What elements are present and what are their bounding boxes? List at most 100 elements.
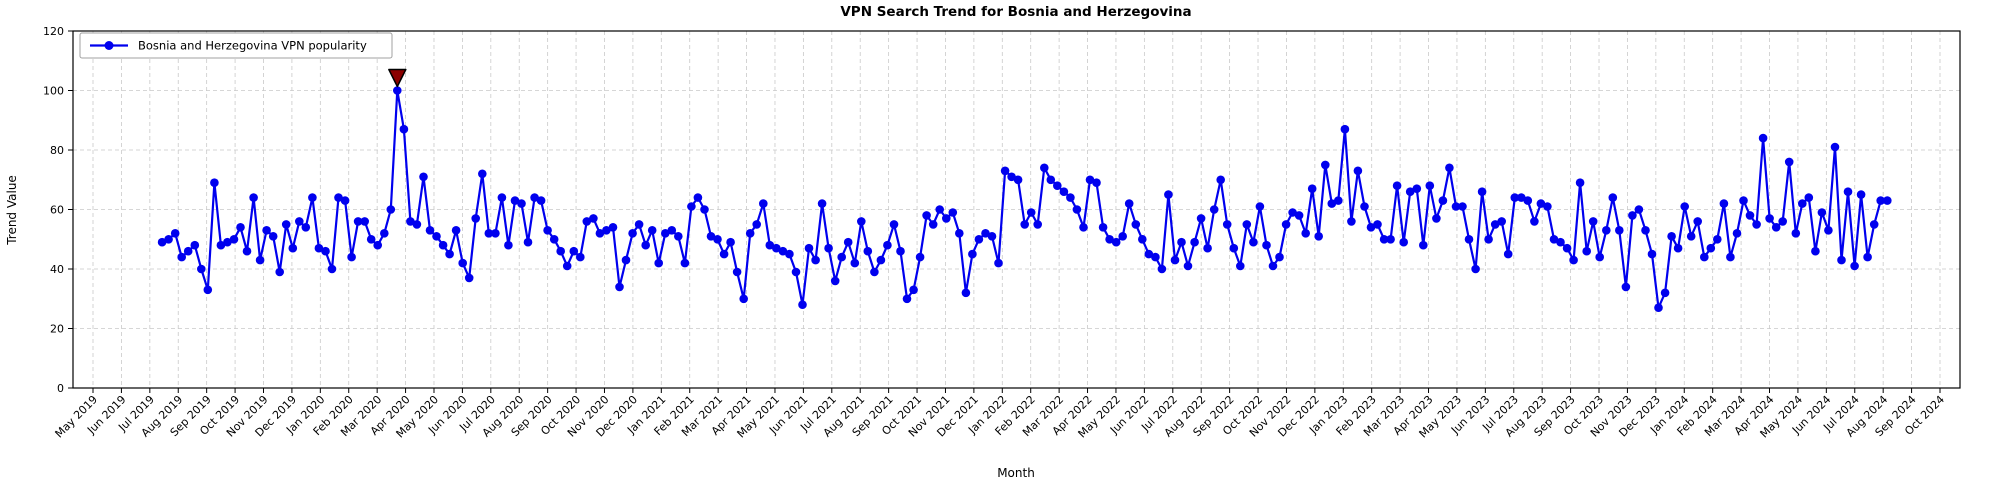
data-point: [1732, 229, 1742, 238]
data-point: [896, 246, 905, 256]
data-point: [1190, 237, 1199, 247]
data-point: [1275, 252, 1284, 262]
data-point: [1693, 217, 1702, 226]
data-point: [667, 226, 677, 235]
data-point: [157, 237, 167, 247]
data-point: [1863, 252, 1872, 262]
peak-triangle-icon: [388, 68, 407, 88]
y-tick-label: 100: [43, 85, 64, 98]
data-point: [1124, 199, 1134, 208]
data-point: [968, 249, 977, 259]
data-point: [314, 243, 324, 253]
data-point: [595, 229, 605, 238]
data-point: [974, 235, 984, 244]
data-point: [268, 232, 278, 241]
data-point: [223, 237, 232, 247]
data-point: [1477, 187, 1487, 196]
data-point: [249, 193, 258, 202]
data-point: [1072, 205, 1082, 214]
data-point: [170, 229, 180, 238]
data-point: [621, 255, 631, 265]
y-tick-label: 40: [50, 263, 64, 276]
data-point: [1216, 175, 1225, 185]
data-point: [706, 232, 716, 241]
data-point: [340, 196, 350, 205]
data-point: [543, 226, 552, 235]
data-point: [732, 267, 742, 277]
data-point: [1510, 193, 1520, 202]
data-point: [438, 240, 448, 250]
data-point: [726, 237, 735, 247]
data-point: [857, 217, 866, 226]
data-point: [1588, 217, 1598, 226]
data-point: [687, 202, 696, 211]
data-point: [255, 255, 265, 265]
data-point: [1066, 193, 1075, 202]
data-point: [589, 214, 598, 223]
data-point: [288, 243, 298, 253]
data-point: [281, 220, 291, 229]
data-point: [530, 193, 539, 202]
data-point: [1451, 202, 1461, 211]
data-point: [536, 196, 546, 205]
data-point: [1628, 211, 1637, 220]
data-point: [1719, 199, 1729, 208]
x-axis-label: Month: [997, 466, 1035, 480]
data-point: [1301, 229, 1310, 238]
data-point: [432, 232, 441, 241]
data-point: [1327, 199, 1337, 208]
data-point: [1366, 223, 1376, 232]
data-point: [425, 226, 435, 235]
data-point: [197, 264, 206, 274]
data-point: [549, 235, 559, 244]
data-point: [1432, 214, 1441, 223]
data-point: [824, 243, 833, 253]
data-point: [1706, 243, 1716, 253]
data-point: [406, 217, 415, 226]
data-point: [1079, 223, 1088, 232]
data-point: [1229, 243, 1239, 253]
data-point: [347, 252, 356, 262]
data-point: [1092, 178, 1101, 187]
data-point: [1040, 163, 1049, 173]
data-point: [1641, 226, 1650, 235]
data-point: [713, 235, 722, 244]
plot-border: [72, 30, 1961, 389]
data-point: [1843, 187, 1853, 196]
data-point: [373, 240, 383, 250]
data-point: [275, 267, 285, 277]
data-point: [1170, 255, 1180, 265]
data-point: [1523, 196, 1533, 205]
data-point: [837, 252, 846, 262]
data-point: [1347, 217, 1356, 226]
data-point: [445, 249, 454, 259]
data-point: [830, 276, 840, 286]
data-point: [948, 208, 958, 217]
data-point: [615, 282, 624, 292]
y-axis-label: Trend Value: [5, 175, 19, 246]
data-point: [1059, 187, 1069, 196]
data-point: [1784, 157, 1794, 167]
data-point: [1798, 199, 1807, 208]
data-point: [262, 226, 271, 235]
data-point: [1634, 205, 1644, 214]
data-point: [1869, 220, 1879, 229]
data-point: [1575, 178, 1585, 187]
legend-box: [79, 32, 393, 59]
data-point: [562, 261, 572, 271]
data-point: [478, 169, 487, 179]
data-point: [1412, 184, 1422, 193]
data-point: [1144, 249, 1154, 259]
data-point: [1811, 246, 1820, 256]
data-point: [1824, 226, 1833, 235]
data-point: [1726, 252, 1735, 262]
data-point: [353, 217, 363, 226]
data-point: [994, 258, 1003, 268]
data-point: [1758, 133, 1768, 143]
data-point: [850, 258, 860, 268]
data-point: [1209, 205, 1219, 214]
data-point: [1660, 288, 1670, 298]
data-point: [1026, 208, 1036, 217]
data-point: [798, 300, 807, 310]
